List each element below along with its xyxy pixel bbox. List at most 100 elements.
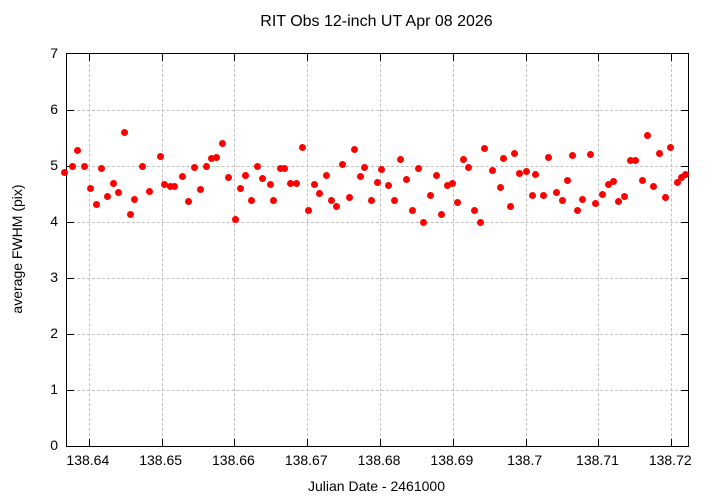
data-point: [650, 183, 658, 191]
data-point: [322, 172, 330, 180]
y-gridline: [67, 278, 688, 279]
x-tick-bottom: [234, 439, 236, 446]
data-point: [500, 154, 508, 162]
data-point: [367, 196, 375, 204]
data-point: [396, 156, 404, 164]
x-tick-top: [234, 54, 236, 61]
data-point: [110, 179, 118, 187]
data-point: [373, 179, 381, 187]
x-tick-top: [671, 54, 673, 61]
data-point: [460, 155, 468, 163]
data-point: [157, 152, 165, 160]
y-tick-label: 3: [50, 269, 58, 285]
x-tick-bottom: [380, 439, 382, 446]
data-point: [225, 173, 233, 181]
y-gridline: [67, 110, 688, 111]
x-tick-bottom: [452, 439, 454, 446]
x-tick-top: [525, 54, 527, 61]
y-axis-label: average FWHM (pix): [9, 184, 25, 314]
y-tick-left: [67, 390, 74, 391]
data-point: [540, 191, 548, 199]
data-point: [69, 163, 77, 171]
x-tick-label: 138.64: [66, 452, 110, 468]
data-point: [661, 194, 669, 202]
y-tick-right: [681, 110, 688, 111]
data-point: [247, 196, 255, 204]
data-point: [86, 184, 94, 192]
data-point: [573, 207, 581, 215]
data-point: [253, 163, 261, 171]
x-tick-label: 138.71: [576, 452, 619, 468]
data-point: [610, 178, 618, 186]
y-gridline: [67, 334, 688, 335]
x-gridline: [525, 54, 527, 446]
data-point: [443, 181, 451, 189]
y-tick-label: 2: [50, 325, 58, 341]
x-tick-label: 138.72: [648, 452, 692, 468]
data-point: [605, 180, 613, 188]
y-gridline: [67, 222, 688, 223]
data-point: [74, 147, 82, 155]
y-tick-left: [67, 334, 74, 335]
data-point: [481, 145, 489, 153]
data-point: [236, 185, 244, 193]
data-point: [179, 173, 187, 181]
data-point: [305, 207, 313, 215]
data-point: [339, 160, 347, 168]
x-tick-label: 138.66: [212, 452, 255, 468]
data-point: [145, 187, 153, 195]
data-point: [97, 165, 105, 173]
x-tick-bottom: [525, 439, 527, 446]
data-point: [185, 198, 193, 206]
y-tick-left: [67, 222, 74, 223]
y-tick-label: 4: [50, 213, 58, 229]
x-tick-bottom: [307, 439, 309, 446]
data-points: [61, 54, 689, 446]
data-point: [281, 165, 289, 173]
data-point: [351, 145, 359, 153]
data-point: [316, 189, 324, 197]
data-point: [415, 165, 423, 173]
data-point: [626, 157, 634, 165]
y-tick-label: 0: [50, 437, 58, 453]
data-point: [545, 153, 553, 161]
x-tick-label: 138.65: [139, 452, 183, 468]
data-point: [506, 203, 514, 211]
data-point: [190, 164, 198, 172]
plot-area: [61, 53, 689, 447]
data-point: [632, 157, 640, 165]
data-point: [356, 172, 364, 180]
data-point: [213, 154, 221, 162]
x-gridline: [88, 54, 90, 446]
data-point: [471, 206, 479, 214]
data-point: [171, 182, 179, 190]
y-tick-label: 7: [50, 45, 58, 61]
data-point: [522, 168, 530, 176]
data-point: [126, 210, 134, 218]
data-point: [218, 140, 226, 148]
y-gridline: [67, 390, 688, 391]
data-point: [529, 191, 537, 199]
data-point: [276, 165, 284, 173]
data-point: [115, 188, 123, 196]
x-tick-label: 138.7: [507, 452, 543, 468]
data-point: [403, 175, 411, 183]
x-tick-top: [161, 54, 163, 61]
data-point: [121, 128, 128, 136]
data-point: [327, 197, 335, 205]
data-point: [378, 165, 385, 173]
x-tick-bottom: [598, 439, 600, 446]
data-point: [488, 166, 496, 174]
data-point: [287, 180, 294, 188]
x-tick-label: 138.69: [430, 452, 474, 468]
x-tick-bottom: [88, 439, 90, 446]
data-point: [80, 162, 88, 170]
data-point: [259, 175, 267, 183]
data-point: [656, 149, 664, 157]
data-point: [667, 144, 675, 152]
data-point: [599, 191, 607, 199]
x-gridline: [161, 54, 163, 446]
data-point: [564, 176, 572, 184]
data-point: [681, 171, 689, 179]
